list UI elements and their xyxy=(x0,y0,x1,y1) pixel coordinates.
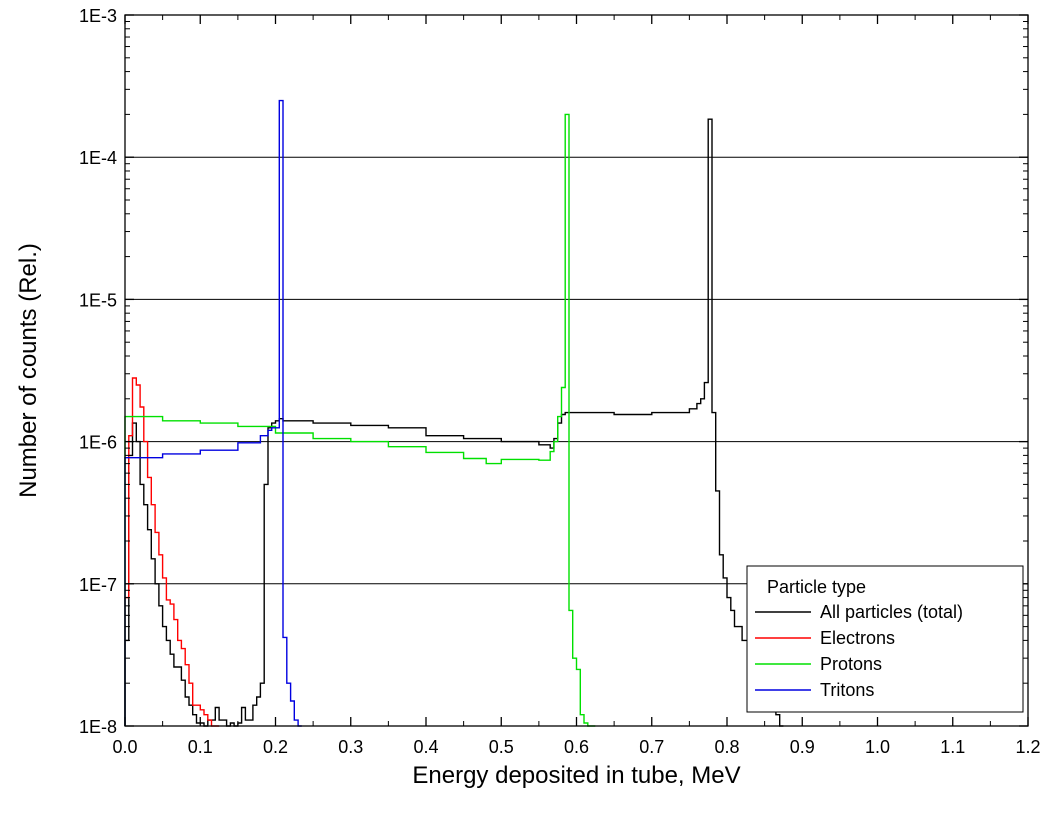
x-tick-label: 1.0 xyxy=(865,737,890,757)
y-tick-label: 1E-5 xyxy=(79,290,117,310)
x-tick-label: 0.8 xyxy=(714,737,739,757)
legend-title: Particle type xyxy=(767,577,866,597)
x-tick-label: 1.1 xyxy=(940,737,965,757)
legend-items: All particles (total) Electrons Protons Tri… xyxy=(755,602,963,700)
x-tick-label: 0.3 xyxy=(338,737,363,757)
y-tick-label: 1E-8 xyxy=(79,717,117,737)
y-tick-label: 1E-6 xyxy=(79,433,117,453)
series-line-3 xyxy=(124,99,302,727)
y-tick-label: 1E-4 xyxy=(79,148,117,168)
x-tick-label: 0.1 xyxy=(188,737,213,757)
x-tick-label: 0.4 xyxy=(413,737,438,757)
y-tick-label: 1E-7 xyxy=(79,575,117,595)
x-tick-label: 0.6 xyxy=(564,737,589,757)
series-layer xyxy=(124,99,784,727)
x-tick-label: 0.5 xyxy=(489,737,514,757)
legend-label-2: Protons xyxy=(820,654,882,674)
series-line-1 xyxy=(124,377,220,727)
gridlines xyxy=(125,156,1028,585)
legend-box xyxy=(746,565,1024,713)
x-tick-label: 0.2 xyxy=(263,737,288,757)
x-axis-label: Energy deposited in tube, MeV xyxy=(412,762,740,789)
legend: Particle type All particles (total) Elect… xyxy=(746,565,1024,713)
legend-label-1: Electrons xyxy=(820,628,895,648)
x-tick-label: 1.2 xyxy=(1015,737,1040,757)
legend-label-0: All particles (total) xyxy=(820,602,963,622)
x-tick-label: 0.7 xyxy=(639,737,664,757)
y-tick-label: 1E-3 xyxy=(79,6,117,26)
y-axis: 1E-8 1E-7 1E-6 1E-5 1E-4 1E-3 xyxy=(79,6,1028,737)
x-axis: 0.0 0.1 0.2 0.3 0.4 0.5 0.6 0.7 0.8 0.9 1.0 1.1 1.2 xyxy=(112,15,1041,757)
series-line-2 xyxy=(124,113,596,727)
legend-label-3: Tritons xyxy=(820,680,874,700)
x-tick-label: 0.9 xyxy=(790,737,815,757)
series-line-0 xyxy=(124,118,784,727)
x-tick-label: 0.0 xyxy=(112,737,137,757)
y-axis-label: Number of counts (Rel.) xyxy=(15,243,42,498)
